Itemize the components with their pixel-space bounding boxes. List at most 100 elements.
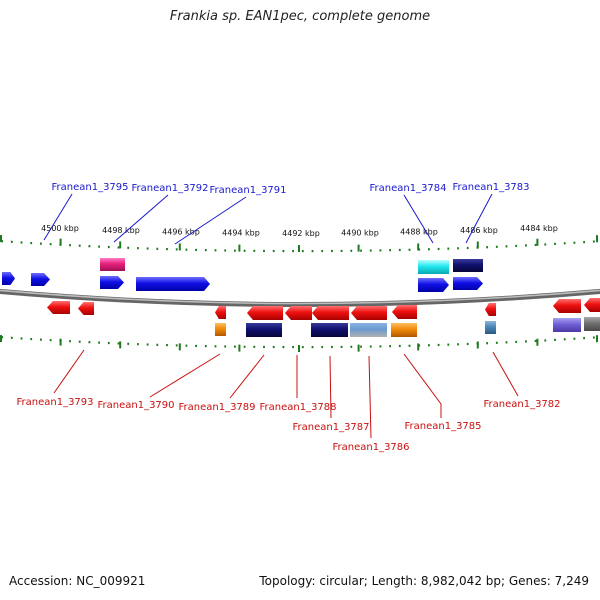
lower-scale-minor-tick bbox=[88, 341, 91, 344]
lower-scale-minor-tick bbox=[263, 345, 265, 349]
reverse-gene-label: Franean1_3793 bbox=[16, 397, 93, 408]
upper-scale-minor-tick bbox=[379, 249, 382, 252]
forward-label-leader-line bbox=[174, 196, 247, 245]
upper-scale-major-tick bbox=[298, 244, 300, 252]
upper-scale-minor-tick bbox=[360, 249, 362, 252]
lower-scale-minor-tick bbox=[495, 341, 498, 344]
upper-scale-minor-tick bbox=[428, 248, 430, 251]
upper-scale-minor-tick bbox=[282, 249, 285, 253]
upper-scale-minor-tick bbox=[505, 245, 508, 248]
scale-label: 4500 kbp bbox=[41, 224, 79, 233]
accession-text: Accession: NC_009921 bbox=[9, 574, 146, 588]
reverse-gene-block bbox=[553, 299, 581, 313]
upper-scale-minor-tick bbox=[98, 245, 100, 248]
forward-gene-label: Franean1_3795 bbox=[51, 182, 128, 193]
lower-scale-minor-tick bbox=[534, 339, 537, 343]
forward-gene-block bbox=[2, 272, 15, 285]
upper-scale-minor-tick bbox=[146, 247, 149, 250]
reverse-gene-block bbox=[246, 323, 282, 337]
upper-scale-minor-tick bbox=[88, 245, 91, 248]
lower-scale-minor-tick bbox=[292, 345, 294, 349]
lower-scale-minor-tick bbox=[340, 345, 343, 349]
upper-scale-minor-tick bbox=[40, 242, 42, 245]
forward-gene-block bbox=[136, 277, 210, 291]
reverse-gene-label: Franean1_3785 bbox=[404, 421, 481, 432]
upper-scale-minor-tick bbox=[408, 248, 411, 251]
lower-scale-minor-tick bbox=[146, 343, 149, 346]
forward-label-leader-line bbox=[43, 193, 73, 241]
forward-label-leader-line bbox=[465, 193, 493, 244]
lower-scale-minor-tick bbox=[78, 340, 81, 343]
reverse-gene-block bbox=[350, 323, 387, 337]
upper-scale-minor-tick bbox=[592, 240, 595, 243]
lower-scale-minor-tick bbox=[156, 343, 159, 346]
upper-scale-major-tick bbox=[59, 238, 62, 246]
upper-scale-minor-tick bbox=[292, 249, 294, 253]
upper-scale-minor-tick bbox=[10, 240, 13, 243]
upper-scale-minor-tick bbox=[175, 248, 178, 251]
lower-scale-minor-tick bbox=[243, 345, 246, 348]
lower-scale-minor-tick bbox=[350, 345, 353, 348]
upper-scale-minor-tick bbox=[127, 246, 130, 249]
lower-scale-minor-tick bbox=[214, 345, 217, 348]
lower-scale-minor-tick bbox=[466, 342, 469, 346]
upper-scale-minor-tick bbox=[437, 247, 440, 251]
upper-scale-minor-tick bbox=[234, 249, 236, 252]
upper-scale-minor-tick bbox=[195, 248, 197, 251]
lower-scale-minor-tick bbox=[282, 345, 285, 349]
forward-gene-label: Franean1_3791 bbox=[209, 185, 286, 196]
reverse-gene-block bbox=[584, 317, 600, 331]
reverse-gene-block bbox=[485, 303, 496, 316]
upper-scale-major-tick bbox=[596, 235, 598, 243]
backbone-track bbox=[0, 288, 600, 307]
upper-scale-major-tick bbox=[357, 244, 360, 252]
lower-scale-minor-tick bbox=[234, 345, 236, 348]
reverse-label-leader-line bbox=[329, 355, 332, 419]
lower-scale-minor-tick bbox=[573, 337, 576, 340]
lower-scale-minor-tick bbox=[49, 339, 52, 342]
upper-scale-minor-tick bbox=[534, 243, 537, 247]
upper-scale-major-tick bbox=[417, 243, 420, 251]
upper-scale-minor-tick bbox=[272, 249, 275, 253]
forward-gene-label: Franean1_3792 bbox=[131, 183, 208, 194]
upper-scale-minor-tick bbox=[554, 242, 556, 245]
backbone-highlight bbox=[0, 289, 600, 305]
reverse-gene-block bbox=[78, 302, 94, 315]
lower-scale-minor-tick bbox=[224, 345, 227, 348]
lower-scale-minor-tick bbox=[563, 338, 566, 341]
upper-scale-major-tick bbox=[536, 238, 539, 246]
upper-scale-minor-tick bbox=[369, 249, 372, 252]
lower-scale-minor-tick bbox=[185, 344, 188, 347]
upper-scale-minor-tick bbox=[107, 245, 110, 249]
lower-scale-major-tick bbox=[417, 343, 420, 351]
upper-scale-minor-tick bbox=[69, 244, 71, 247]
lower-scale-minor-tick bbox=[379, 345, 382, 348]
lower-scale-minor-tick bbox=[311, 345, 314, 349]
reverse-label-leader-line bbox=[149, 353, 221, 398]
lower-scale-minor-tick bbox=[127, 342, 130, 345]
upper-scale-minor-tick bbox=[156, 247, 159, 250]
scale-label: 4490 kbp bbox=[341, 229, 379, 238]
scale-label: 4488 kbp bbox=[400, 228, 438, 237]
upper-scale-major-tick bbox=[178, 243, 181, 251]
lower-scale-minor-tick bbox=[389, 345, 391, 348]
reverse-gene-block bbox=[285, 306, 312, 320]
upper-scale-minor-tick bbox=[166, 248, 168, 251]
reverse-gene-label: Franean1_3790 bbox=[97, 400, 174, 411]
lower-scale-minor-tick bbox=[428, 344, 430, 347]
reverse-gene-block bbox=[391, 323, 417, 337]
lower-scale-minor-tick bbox=[398, 344, 401, 348]
forward-gene-block bbox=[453, 259, 483, 272]
forward-gene-label: Franean1_3783 bbox=[452, 182, 529, 193]
upper-scale-minor-tick bbox=[389, 249, 391, 252]
lower-scale-minor-tick bbox=[30, 337, 33, 341]
upper-scale-major-tick bbox=[0, 235, 2, 243]
scale-label: 4486 kbp bbox=[460, 226, 498, 235]
upper-scale-minor-tick bbox=[447, 247, 450, 250]
upper-scale-major-tick bbox=[119, 241, 122, 249]
reverse-gene-block bbox=[351, 306, 387, 320]
lower-scale-minor-tick bbox=[253, 345, 256, 348]
lower-scale-minor-tick bbox=[331, 345, 333, 349]
lower-scale-minor-tick bbox=[40, 338, 42, 341]
upper-scale-major-tick bbox=[476, 241, 479, 249]
